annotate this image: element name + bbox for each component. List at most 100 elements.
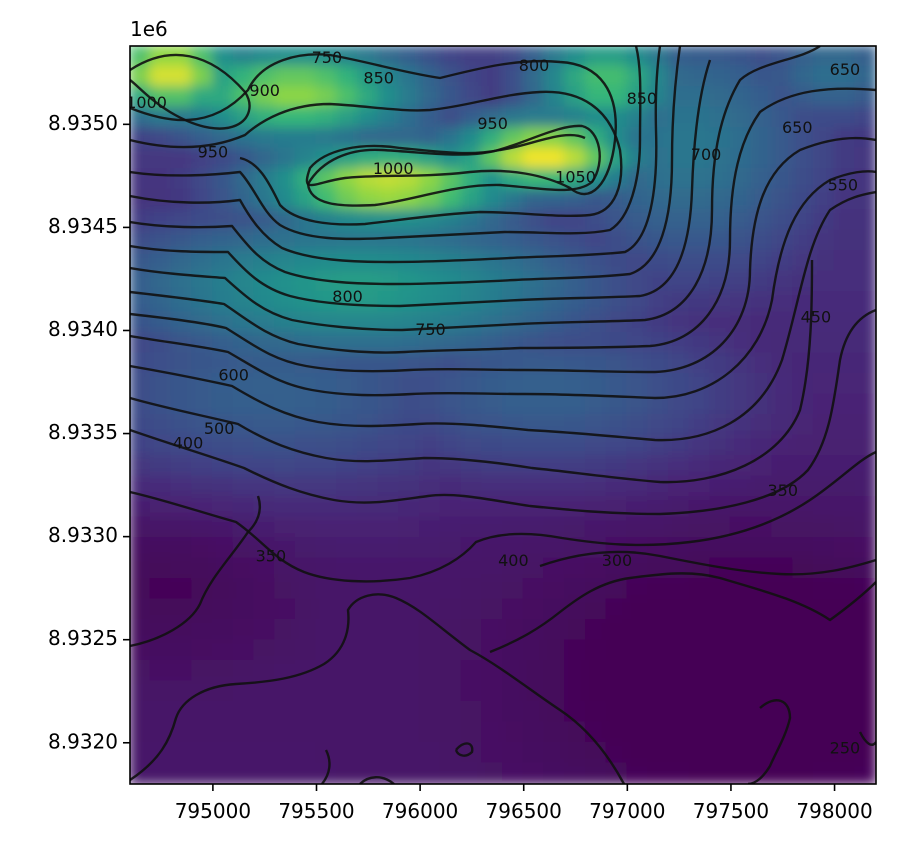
heat-cell	[667, 619, 691, 642]
contour-line	[539, 550, 876, 576]
heat-cell	[750, 229, 774, 252]
heat-cell	[854, 270, 876, 293]
heat-cell	[750, 291, 774, 314]
heat-cell	[605, 680, 629, 703]
heat-cell	[315, 578, 339, 601]
heat-cell	[729, 106, 753, 129]
heat-cell	[294, 721, 318, 744]
heat-cell	[626, 127, 650, 150]
heat-cell	[253, 598, 277, 621]
heat-cell	[481, 188, 504, 211]
contour-line	[130, 450, 876, 583]
heat-cell	[377, 475, 401, 498]
heat-cell	[647, 332, 670, 355]
heat-cell	[336, 516, 359, 539]
heat-cell	[149, 229, 173, 252]
heat-cell	[253, 209, 277, 232]
contour-labels: 750 800 850 900 1000 950 1000 950 1050 850 700 650 6…	[130, 48, 860, 758]
heat-cell	[419, 229, 442, 252]
heat-cell	[584, 229, 608, 252]
heat-cell	[356, 106, 380, 129]
heat-cell	[605, 291, 629, 314]
heat-cell	[191, 270, 214, 293]
heat-cell	[419, 680, 442, 703]
heat-cell	[771, 106, 795, 129]
heat-cell	[481, 352, 504, 375]
heat-cell	[647, 106, 670, 129]
heat-cell	[729, 598, 753, 621]
heat-cell	[170, 639, 194, 662]
heat-cell	[792, 414, 815, 437]
heat-cell	[191, 475, 214, 498]
heat-cell	[771, 762, 795, 784]
heat-cell	[771, 373, 795, 396]
heat-cell	[626, 209, 650, 232]
heat-cell	[253, 46, 277, 68]
heat-cell	[419, 639, 442, 662]
heat-cell	[191, 65, 214, 88]
heat-cell	[419, 475, 442, 498]
heat-cell	[130, 537, 152, 560]
heat-cell	[253, 65, 277, 88]
heat-cell	[543, 516, 567, 539]
heat-cell	[771, 332, 795, 355]
heat-cell	[750, 86, 774, 109]
heat-cell	[750, 147, 774, 170]
contour-label: 800	[519, 56, 550, 75]
heat-cell	[647, 516, 670, 539]
heat-cell	[729, 291, 753, 314]
heat-cell	[170, 250, 194, 273]
heat-cell	[460, 762, 484, 784]
heat-cell	[315, 250, 339, 273]
heat-cell	[771, 639, 795, 662]
heat-cell	[543, 65, 567, 88]
heat-cell	[605, 537, 629, 560]
heat-cell	[502, 270, 525, 293]
heat-cell	[481, 516, 504, 539]
heat-cell	[130, 209, 152, 232]
heat-cell	[667, 475, 691, 498]
heat-cell	[543, 742, 567, 765]
heat-cell	[294, 701, 318, 724]
heat-cell	[232, 46, 256, 68]
heat-cell	[191, 229, 214, 252]
heat-cell	[626, 639, 650, 662]
heat-cell	[377, 86, 401, 109]
heat-cell	[605, 168, 629, 191]
heat-cell	[584, 701, 608, 724]
heat-cell	[667, 147, 691, 170]
heat-cell	[833, 578, 857, 601]
heat-cell	[460, 209, 484, 232]
heat-cell	[709, 209, 732, 232]
heat-cell	[149, 434, 173, 457]
heat-cell	[149, 332, 173, 355]
heat-cell	[439, 393, 463, 416]
heat-cell	[502, 291, 525, 314]
contour-line	[359, 776, 395, 784]
heat-cell	[667, 373, 691, 396]
heat-cell	[605, 311, 629, 334]
heat-cell	[543, 762, 567, 784]
heat-cell	[812, 619, 836, 642]
contour-label: 750	[415, 320, 446, 339]
heat-cell	[605, 578, 629, 601]
heat-cell	[647, 229, 670, 252]
heat-cell	[792, 229, 815, 252]
heat-cell	[377, 742, 401, 765]
heat-cell	[170, 352, 194, 375]
heat-cell	[605, 250, 629, 273]
heat-cell	[854, 496, 876, 519]
heat-cell	[211, 701, 235, 724]
heat-cell	[315, 311, 339, 334]
heat-cell	[522, 721, 546, 744]
heat-cell	[729, 373, 753, 396]
heat-cell	[211, 455, 235, 478]
heat-cell	[812, 660, 836, 683]
heat-cell	[564, 619, 587, 642]
heat-cell	[336, 291, 359, 314]
heat-cell	[522, 373, 546, 396]
heat-cell	[729, 742, 753, 765]
x-tick-label: 798000	[796, 799, 872, 823]
heat-cell	[253, 291, 277, 314]
heat-cell	[750, 578, 774, 601]
